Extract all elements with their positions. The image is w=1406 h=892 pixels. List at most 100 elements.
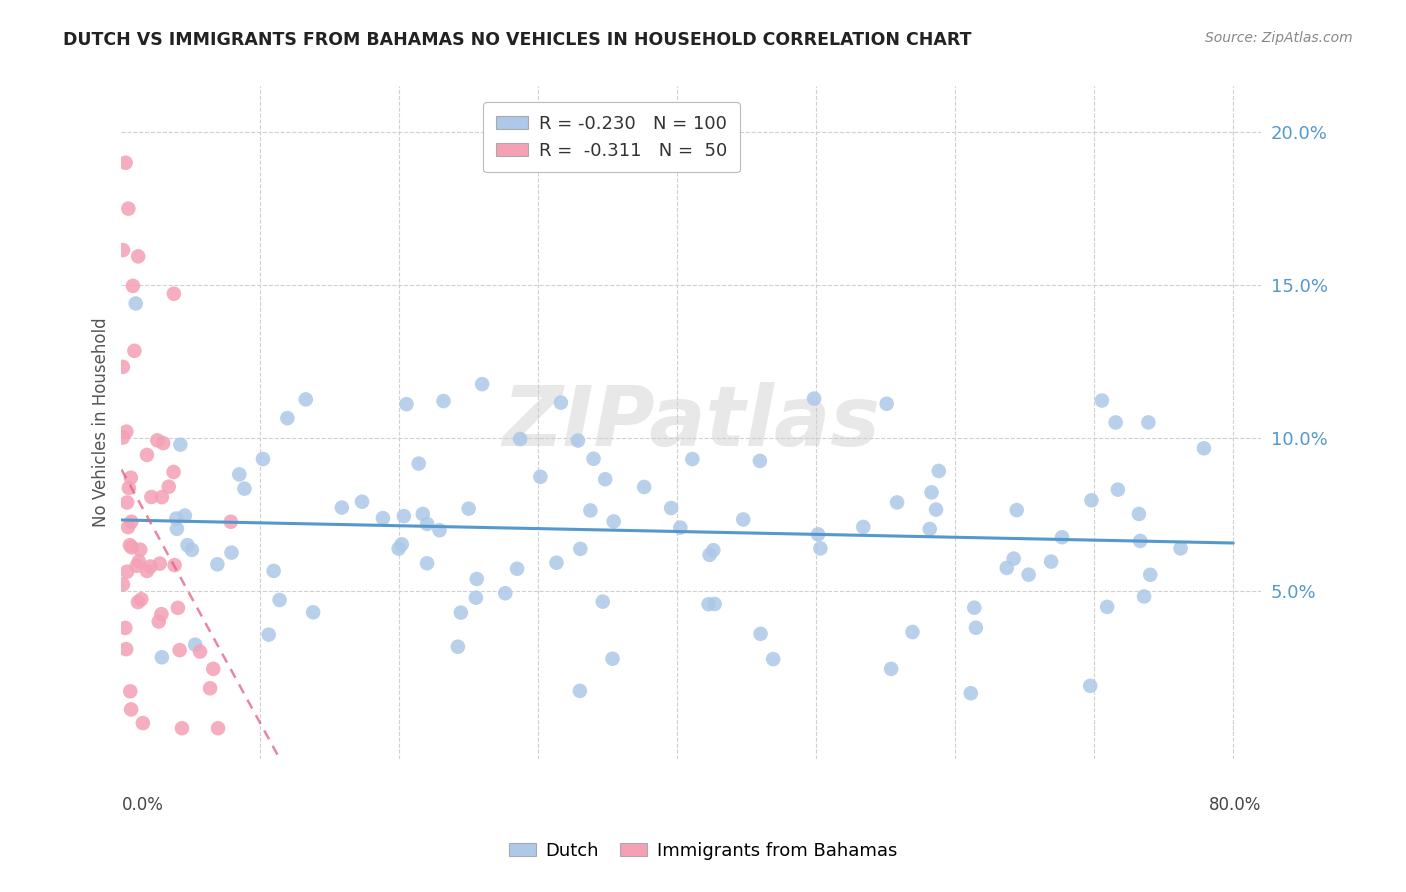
Point xyxy=(146,434,169,448)
Point xyxy=(963,600,986,615)
Point xyxy=(1105,416,1128,430)
Point xyxy=(111,431,134,445)
Point xyxy=(125,558,148,573)
Point xyxy=(371,511,394,525)
Point xyxy=(221,546,243,560)
Point xyxy=(697,597,720,611)
Point xyxy=(1139,567,1161,582)
Point xyxy=(118,538,141,552)
Point xyxy=(392,509,415,524)
Legend: Dutch, Immigrants from Bahamas: Dutch, Immigrants from Bahamas xyxy=(502,835,904,867)
Point xyxy=(150,490,173,504)
Point xyxy=(302,605,325,619)
Point xyxy=(901,625,924,640)
Point xyxy=(162,465,184,479)
Point xyxy=(509,432,531,446)
Point xyxy=(465,572,488,586)
Text: 80.0%: 80.0% xyxy=(1209,796,1261,814)
Point xyxy=(198,681,221,696)
Point xyxy=(111,243,134,257)
Point xyxy=(114,155,136,169)
Point xyxy=(111,577,134,591)
Point xyxy=(115,425,138,439)
Point xyxy=(1018,567,1040,582)
Point xyxy=(117,520,139,534)
Point xyxy=(1002,551,1025,566)
Point xyxy=(1040,555,1063,569)
Point xyxy=(1095,599,1118,614)
Point xyxy=(136,448,159,462)
Point xyxy=(1005,503,1028,517)
Point xyxy=(925,502,948,516)
Point xyxy=(150,607,173,622)
Point xyxy=(880,662,903,676)
Point xyxy=(748,454,770,468)
Point xyxy=(165,511,187,525)
Point xyxy=(432,394,454,409)
Point xyxy=(391,537,413,551)
Point xyxy=(202,662,225,676)
Point xyxy=(408,457,430,471)
Point xyxy=(1080,493,1102,508)
Point xyxy=(128,554,150,568)
Point xyxy=(669,521,692,535)
Legend: R = -0.230   N = 100, R =  -0.311   N =  50: R = -0.230 N = 100, R = -0.311 N = 50 xyxy=(484,102,740,172)
Point xyxy=(582,451,605,466)
Point xyxy=(121,541,143,555)
Point xyxy=(350,494,373,508)
Point xyxy=(207,721,229,735)
Point xyxy=(136,564,159,578)
Point xyxy=(139,559,162,574)
Point xyxy=(494,586,516,600)
Point xyxy=(681,452,703,467)
Point xyxy=(602,515,624,529)
Point xyxy=(257,627,280,641)
Point xyxy=(803,392,825,406)
Point xyxy=(810,541,832,556)
Point xyxy=(115,495,138,509)
Point xyxy=(550,395,572,409)
Y-axis label: No Vehicles in Household: No Vehicles in Household xyxy=(93,318,110,527)
Point xyxy=(702,543,724,558)
Point xyxy=(188,644,211,658)
Point xyxy=(167,600,190,615)
Point xyxy=(1091,393,1114,408)
Point xyxy=(294,392,316,407)
Point xyxy=(965,621,987,635)
Point xyxy=(506,562,529,576)
Point xyxy=(733,512,755,526)
Point xyxy=(1192,442,1215,456)
Point xyxy=(579,503,602,517)
Point xyxy=(876,397,898,411)
Point xyxy=(166,522,188,536)
Point xyxy=(120,702,142,716)
Point xyxy=(959,686,981,700)
Point xyxy=(176,538,198,552)
Point xyxy=(120,515,142,529)
Point xyxy=(129,542,152,557)
Point xyxy=(416,516,439,531)
Point xyxy=(127,595,149,609)
Point xyxy=(569,541,592,556)
Point xyxy=(388,541,411,556)
Point xyxy=(169,437,191,451)
Point xyxy=(127,249,149,263)
Point xyxy=(447,640,470,654)
Point xyxy=(228,467,250,482)
Point xyxy=(111,359,134,374)
Point xyxy=(928,464,950,478)
Point xyxy=(170,721,193,735)
Point xyxy=(169,643,191,657)
Point xyxy=(117,202,139,216)
Point xyxy=(124,343,146,358)
Point xyxy=(429,523,451,537)
Point xyxy=(118,481,141,495)
Point xyxy=(593,472,616,486)
Point xyxy=(1078,679,1101,693)
Point xyxy=(1133,590,1156,604)
Point xyxy=(1050,530,1073,544)
Point xyxy=(180,542,202,557)
Point xyxy=(173,508,195,523)
Point xyxy=(703,597,725,611)
Point xyxy=(114,621,136,635)
